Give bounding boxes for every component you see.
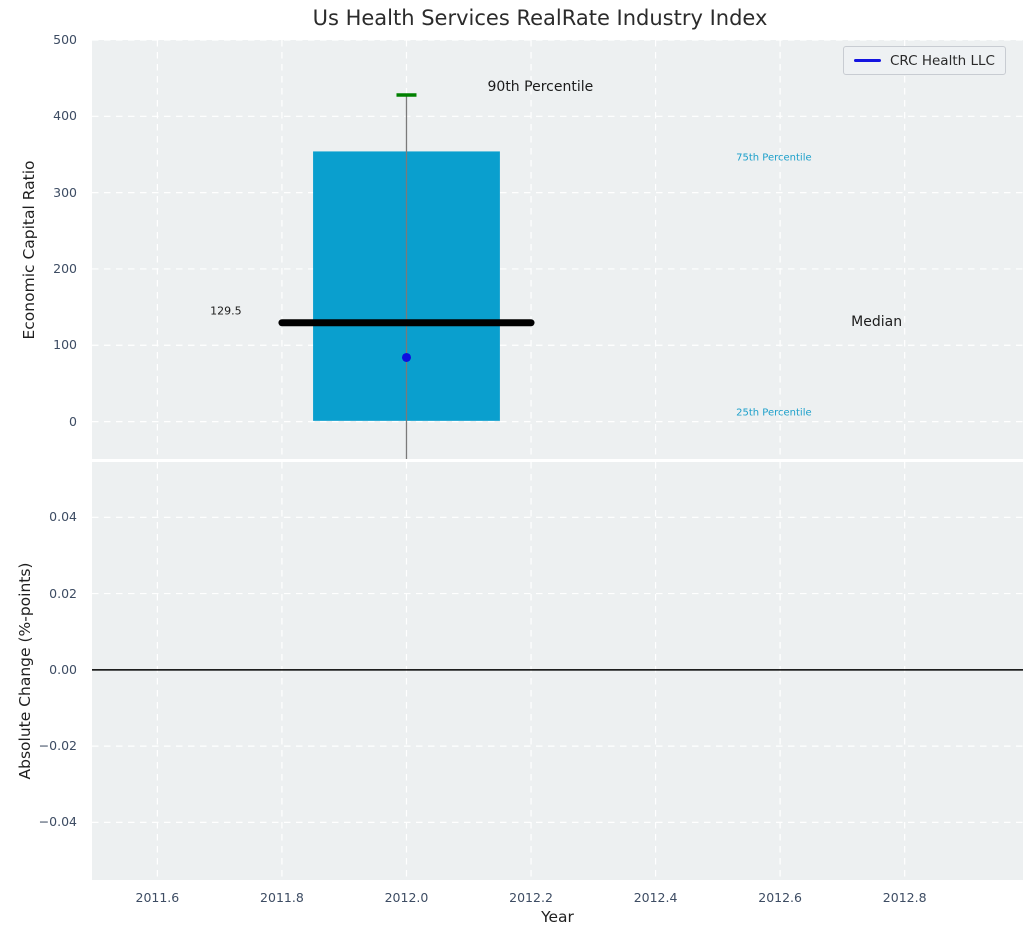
legend: CRC Health LLC xyxy=(843,46,1006,75)
ytick-top: 100 xyxy=(53,337,77,353)
annotation-90th-percentile: 90th Percentile xyxy=(487,79,594,96)
annotation-median: Median xyxy=(851,314,903,331)
ytick-top: 0 xyxy=(69,413,77,429)
xtick: 2012.6 xyxy=(758,890,802,905)
company-point xyxy=(401,352,411,362)
xtick: 2012.0 xyxy=(384,890,429,905)
annotation-129-5: 129.5 xyxy=(210,304,242,318)
annotation-75th-percentile: 75th Percentile xyxy=(736,152,812,164)
ytick-bottom: 0.00 xyxy=(49,661,77,677)
top-plot-background xyxy=(92,40,1023,459)
ytick-top: 200 xyxy=(53,260,77,276)
legend-line-sample xyxy=(854,59,881,62)
xtick: 2012.2 xyxy=(509,890,553,905)
xtick: 2011.8 xyxy=(260,890,304,905)
xtick: 2012.4 xyxy=(633,890,678,905)
x-axis-label: Year xyxy=(541,908,574,926)
bottom-plot-background xyxy=(92,462,1023,880)
ytick-bottom: 0.02 xyxy=(49,585,77,601)
xtick: 2012.8 xyxy=(882,890,927,905)
chart-title: Us Health Services RealRate Industry Ind… xyxy=(312,6,768,30)
legend-label: CRC Health LLC xyxy=(890,52,995,69)
ytick-top: 400 xyxy=(53,108,77,124)
ytick-bottom: −0.04 xyxy=(38,814,77,830)
xtick: 2011.6 xyxy=(135,890,180,905)
ytick-top: 300 xyxy=(53,184,77,200)
ytick-bottom: −0.02 xyxy=(38,738,77,754)
ytick-top: 500 xyxy=(53,32,77,47)
ytick-bottom: 0.04 xyxy=(49,509,77,525)
annotation-25th-percentile: 25th Percentile xyxy=(736,407,812,419)
